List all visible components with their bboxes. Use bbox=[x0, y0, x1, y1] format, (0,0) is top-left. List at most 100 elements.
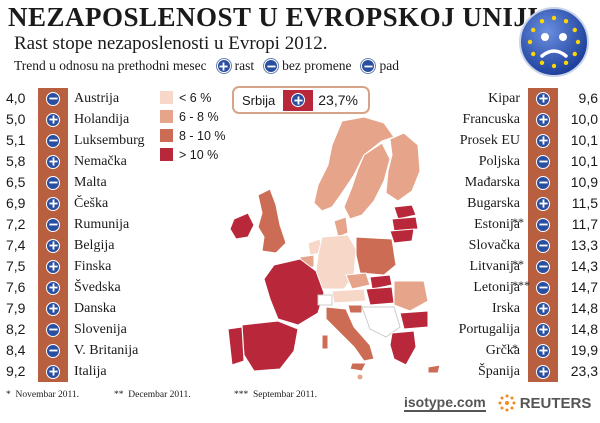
plus-icon bbox=[536, 343, 550, 358]
trend-item-label: bez promene bbox=[282, 58, 352, 73]
country-name: Slovenija bbox=[74, 322, 127, 337]
trend-cell bbox=[38, 256, 68, 277]
country-value: 14,8 bbox=[570, 321, 598, 337]
country-value: 7,5 bbox=[6, 258, 26, 274]
country-name: Slovačka bbox=[468, 238, 520, 253]
country-name: Letonija bbox=[473, 280, 520, 295]
minus-icon bbox=[46, 175, 60, 190]
country-value: 5,8 bbox=[6, 153, 26, 169]
country-name: Poljska bbox=[478, 154, 520, 169]
country-row: 10,0 Francuska bbox=[400, 109, 600, 130]
minus-icon bbox=[46, 133, 60, 148]
serbia-value: 23,7% bbox=[318, 92, 358, 108]
map-region-greece bbox=[389, 330, 417, 366]
minus-icon bbox=[361, 59, 376, 73]
country-name: Švedska bbox=[74, 280, 121, 295]
legend-label: 8 - 10 % bbox=[179, 128, 226, 143]
trend-item-bez-promene: bez promene bbox=[264, 58, 351, 74]
country-value: 8,2 bbox=[6, 321, 26, 337]
country-value: 14,8 bbox=[570, 300, 598, 316]
footnote: ** Decembar 2011. bbox=[114, 390, 191, 400]
country-value: 5,1 bbox=[6, 132, 26, 148]
eu-star-icon bbox=[531, 27, 536, 33]
country-name: Finska bbox=[74, 259, 112, 274]
eu-sad-face-emblem-icon bbox=[519, 7, 589, 77]
country-value: 7,2 bbox=[6, 216, 26, 232]
country-name: Rumunija bbox=[74, 217, 130, 232]
country-value: 6,5 bbox=[6, 174, 26, 190]
trend-item-pad: pad bbox=[361, 58, 399, 74]
trend-item-rast: rast bbox=[216, 58, 255, 74]
trend-item-label: pad bbox=[379, 58, 399, 73]
map-region-balkans bbox=[361, 306, 401, 338]
country-value: 8,4 bbox=[6, 342, 26, 358]
eu-star-icon bbox=[551, 63, 557, 69]
map-region-cyprus bbox=[427, 364, 441, 374]
country-row: 19,9 Grčka * bbox=[400, 340, 600, 361]
country-name: Španija bbox=[478, 364, 520, 379]
country-name: Prosek EU bbox=[459, 133, 520, 148]
map-region-denmark bbox=[333, 216, 349, 238]
trend-cell bbox=[38, 214, 68, 235]
eu-star-icon bbox=[531, 51, 536, 57]
minus-icon bbox=[536, 238, 550, 253]
trend-cell bbox=[528, 130, 558, 151]
country-name: Grčka bbox=[485, 343, 520, 358]
map-region-italy bbox=[325, 306, 375, 362]
country-row: 8,4 V. Britanija bbox=[0, 340, 200, 361]
minus-icon bbox=[46, 217, 60, 232]
minus-icon bbox=[536, 259, 550, 274]
map-region-ireland bbox=[229, 212, 255, 240]
map-region-sardinia bbox=[321, 334, 329, 350]
plus-icon bbox=[536, 196, 550, 211]
eu-star-icon bbox=[539, 60, 545, 65]
map-region-romania bbox=[393, 280, 429, 312]
country-name: Mađarska bbox=[464, 175, 520, 190]
country-value: 11,5 bbox=[571, 195, 598, 211]
map-region-uk bbox=[257, 188, 287, 254]
country-name: Estonija bbox=[474, 217, 520, 232]
plus-icon bbox=[536, 301, 550, 316]
map-region-sweden bbox=[343, 142, 391, 220]
country-row: 10,1 Poljska bbox=[400, 151, 600, 172]
country-row: 14,8 Irska bbox=[400, 298, 600, 319]
map-region-slovenia bbox=[347, 304, 363, 314]
country-row: 11,5 Bugarska bbox=[400, 193, 600, 214]
trend-cell bbox=[38, 151, 68, 172]
country-row: 7,2 Rumunija bbox=[0, 214, 200, 235]
footnote-mark: ** bbox=[512, 215, 524, 229]
plus-icon bbox=[46, 280, 60, 295]
plus-icon bbox=[536, 133, 550, 148]
footnote-mark: * bbox=[512, 341, 518, 355]
country-row: 5,1 Luksemburg bbox=[0, 130, 200, 151]
map-region-estonia bbox=[393, 204, 417, 220]
trend-legend: Trend u odnosu na prethodni mesec rast b… bbox=[14, 58, 399, 74]
country-value: 19,9 bbox=[570, 342, 598, 358]
map-region-finland bbox=[385, 132, 421, 202]
trend-item-label: rast bbox=[234, 58, 255, 73]
country-value: 4,0 bbox=[6, 90, 26, 106]
source-logos: isotype.com REUTERS bbox=[404, 394, 591, 412]
trend-cell bbox=[528, 340, 558, 361]
plus-icon bbox=[46, 238, 60, 253]
plus-icon bbox=[536, 91, 550, 106]
country-row: 7,9 Danska bbox=[0, 298, 200, 319]
country-value: 10,9 bbox=[570, 174, 598, 190]
map-region-france bbox=[263, 258, 325, 326]
country-name: Francuska bbox=[462, 112, 520, 127]
isotype-logo: isotype.com bbox=[404, 393, 486, 412]
minus-icon bbox=[264, 59, 279, 73]
plus-icon bbox=[536, 364, 550, 379]
trend-cell bbox=[38, 109, 68, 130]
footnote: *** Septembar 2011. bbox=[234, 390, 318, 400]
country-row: 10,1 Prosek EU bbox=[400, 130, 600, 151]
trend-cell bbox=[38, 319, 68, 340]
plus-icon bbox=[46, 301, 60, 316]
trend-cell bbox=[38, 193, 68, 214]
map-region-poland bbox=[355, 236, 397, 276]
country-value: 10,1 bbox=[570, 153, 598, 169]
trend-cell bbox=[528, 298, 558, 319]
page-title: NEZAPOSLENOST U EVROPSKOJ UNIJI bbox=[8, 2, 539, 32]
country-value: 6,9 bbox=[6, 195, 26, 211]
country-value: 14,3 bbox=[570, 258, 598, 274]
